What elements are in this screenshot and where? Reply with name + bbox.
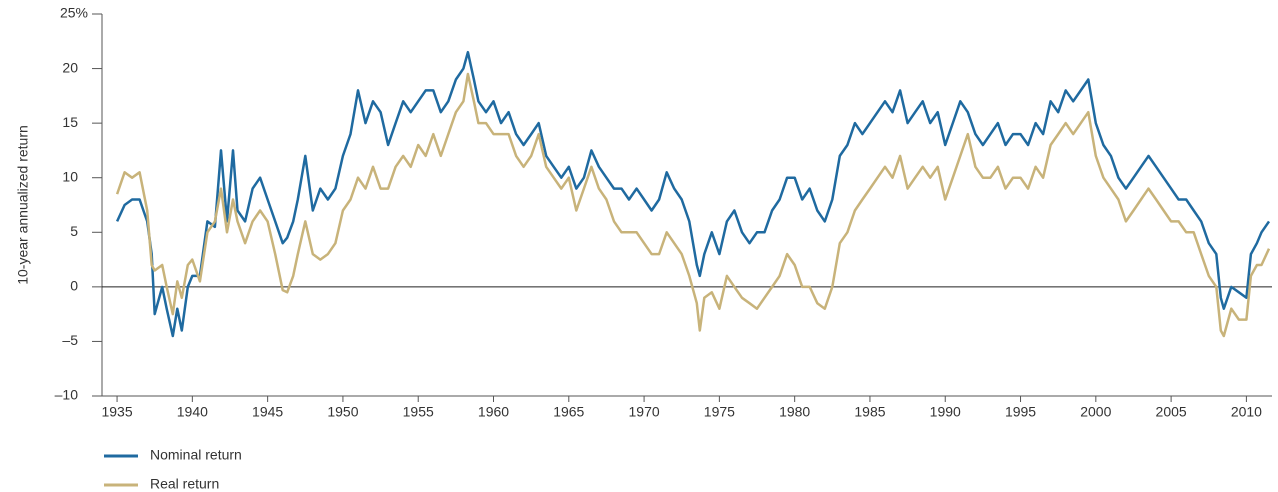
y-axis-label: 10-year annualized return (15, 125, 31, 285)
y-tick-label: 5 (70, 223, 78, 239)
x-tick-label: 1940 (177, 404, 208, 420)
x-tick-label: 1965 (553, 404, 584, 420)
x-tick-label: 1975 (704, 404, 735, 420)
series-line (115, 72, 1271, 338)
legend-label: Real return (150, 476, 219, 492)
y-tick-label: 10 (62, 168, 78, 184)
x-tick-label: 1995 (1005, 404, 1036, 420)
x-tick-label: 1950 (327, 404, 358, 420)
x-tick-label: 1980 (779, 404, 810, 420)
y-tick-label: –10 (55, 387, 79, 403)
y-tick-label: 15 (62, 114, 78, 130)
x-tick-label: 1960 (478, 404, 509, 420)
x-tick-label: 2005 (1156, 404, 1187, 420)
y-tick-label: 0 (70, 278, 78, 294)
x-tick-label: 1985 (854, 404, 885, 420)
x-tick-label: 2010 (1231, 404, 1262, 420)
y-tick-label: –5 (62, 332, 78, 348)
y-tick-label: 25% (60, 5, 88, 21)
x-tick-label: 1955 (403, 404, 434, 420)
y-tick-label: 20 (62, 59, 78, 75)
x-tick-label: 1970 (629, 404, 660, 420)
series-line (115, 50, 1271, 338)
x-tick-label: 1935 (101, 404, 132, 420)
x-tick-label: 1945 (252, 404, 283, 420)
legend-label: Nominal return (150, 447, 242, 463)
x-tick-label: 1990 (930, 404, 961, 420)
x-tick-label: 2000 (1080, 404, 1111, 420)
